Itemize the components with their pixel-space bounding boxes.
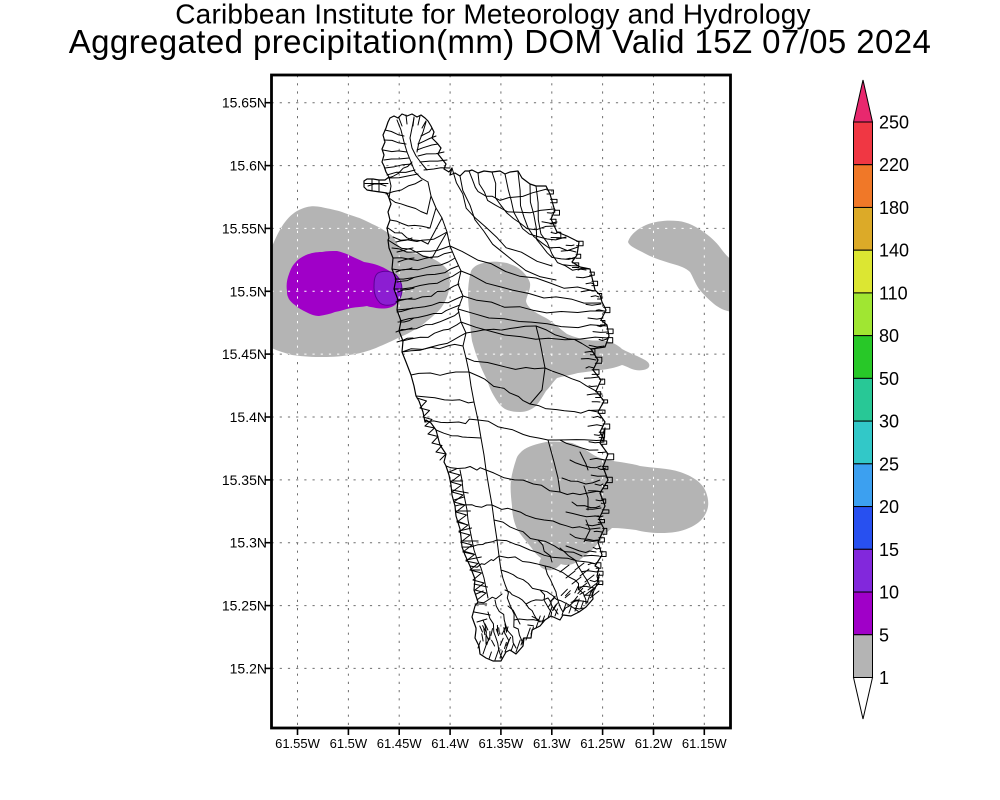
svg-text:15.3N: 15.3N: [230, 535, 267, 551]
svg-text:61.45W: 61.45W: [377, 736, 423, 751]
svg-text:61.2W: 61.2W: [635, 736, 673, 751]
svg-text:15.2N: 15.2N: [230, 660, 267, 676]
svg-text:110: 110: [879, 283, 908, 303]
svg-text:61.4W: 61.4W: [431, 736, 469, 751]
svg-text:1: 1: [879, 668, 889, 688]
svg-text:15.6N: 15.6N: [230, 158, 267, 174]
svg-text:15.55N: 15.55N: [222, 220, 267, 236]
svg-text:15.5N: 15.5N: [230, 283, 267, 299]
svg-text:80: 80: [879, 326, 899, 346]
svg-text:15.25N: 15.25N: [222, 598, 267, 614]
svg-text:Aggregated precipitation(mm) D: Aggregated precipitation(mm) DOM Valid 1…: [69, 23, 932, 60]
svg-text:Caribbean Institute for Meteor: Caribbean Institute for Meteorology and …: [175, 0, 810, 30]
svg-text:15: 15: [879, 540, 899, 560]
svg-text:180: 180: [879, 198, 909, 218]
svg-text:15.35N: 15.35N: [222, 472, 267, 488]
svg-text:220: 220: [879, 155, 909, 175]
svg-text:25: 25: [879, 454, 899, 474]
svg-text:61.5W: 61.5W: [330, 736, 368, 751]
svg-text:61.25W: 61.25W: [580, 736, 626, 751]
svg-text:61.15W: 61.15W: [682, 736, 728, 751]
svg-text:10: 10: [879, 583, 899, 603]
svg-text:5: 5: [879, 625, 889, 645]
svg-text:61.55W: 61.55W: [275, 736, 321, 751]
svg-text:250: 250: [879, 113, 909, 133]
svg-text:15.45N: 15.45N: [222, 346, 267, 362]
svg-text:30: 30: [879, 412, 899, 432]
svg-text:61.35W: 61.35W: [478, 736, 524, 751]
svg-text:50: 50: [879, 369, 899, 389]
svg-text:15.4N: 15.4N: [230, 409, 267, 425]
svg-text:140: 140: [879, 241, 909, 261]
svg-text:20: 20: [879, 497, 899, 517]
svg-text:61.3W: 61.3W: [533, 736, 571, 751]
svg-text:15.65N: 15.65N: [222, 95, 267, 111]
